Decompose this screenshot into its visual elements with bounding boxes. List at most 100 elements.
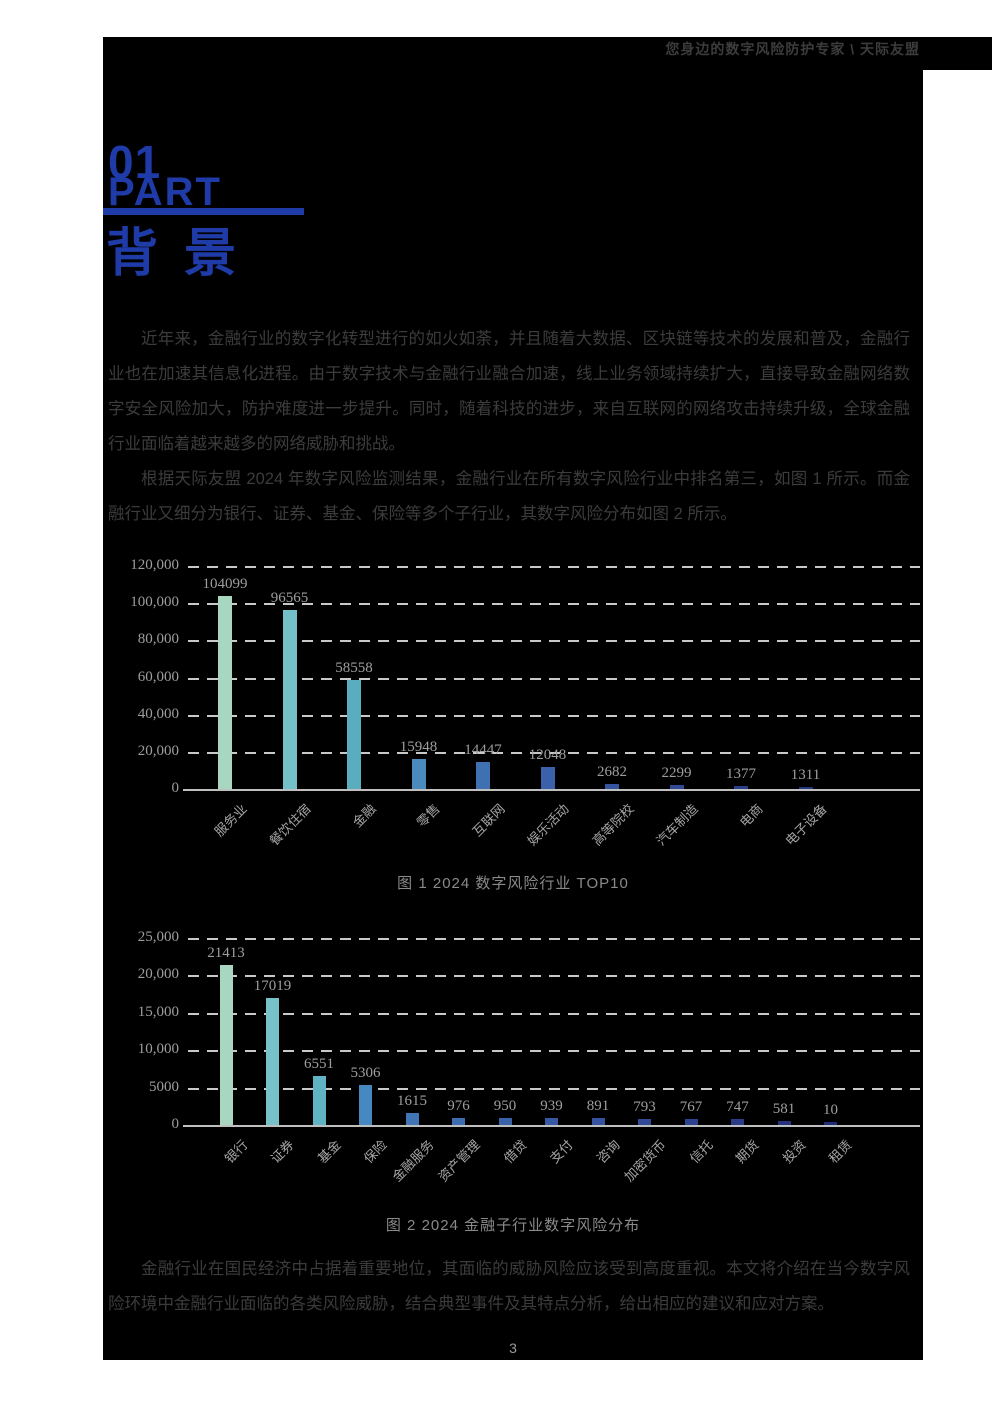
bar-value-label: 793: [633, 1099, 656, 1116]
category-label: 投资: [779, 1137, 809, 1167]
category-label: 保险: [361, 1137, 391, 1167]
bar: [498, 1117, 512, 1125]
category-label: 娱乐活动: [524, 801, 573, 849]
y-tick-label: 60,000: [137, 668, 179, 685]
y-tick-label: 100,000: [130, 594, 179, 611]
category-label: 借贷: [500, 1137, 530, 1167]
category-label: 证券: [268, 1137, 298, 1167]
bar-value-label: 58558: [335, 660, 373, 677]
category-label: 高等院校: [589, 801, 637, 849]
bar: [798, 786, 813, 789]
gridline: [188, 938, 920, 940]
bar: [405, 1112, 419, 1125]
bar-value-label: 96565: [270, 589, 309, 606]
category-label: 餐饮住宿: [266, 801, 315, 849]
y-tick-label: 0: [171, 1116, 180, 1132]
gridline: [188, 1050, 920, 1053]
category-label: 电商: [736, 801, 766, 831]
bar: [452, 1117, 465, 1125]
y-tick-label: 5000: [149, 1078, 179, 1095]
content-background: [103, 37, 923, 1360]
category-label: 服务业: [211, 801, 250, 840]
bar-value-label: 891: [586, 1098, 610, 1115]
category-label: 基金: [314, 1137, 344, 1167]
bar: [638, 1119, 651, 1125]
y-tick-label: 120,000: [130, 557, 179, 573]
y-tick-label: 0: [171, 780, 180, 796]
chart-finance-subindustries-distribution: 25,000 20,000 15,000 10,000 5000 0 21413 银行 1701…: [103, 925, 923, 1212]
bar-value-label: 581: [772, 1100, 796, 1117]
bar: [312, 1075, 326, 1125]
bar: [605, 784, 619, 789]
category-label: 资产管理: [435, 1137, 484, 1185]
bar: [282, 609, 297, 789]
bar-value-label: 14447: [464, 742, 502, 759]
y-tick-label: 20,000: [137, 742, 179, 759]
category-label: 信托: [686, 1137, 716, 1167]
bar: [731, 1119, 744, 1125]
y-tick-label: 10,000: [137, 1041, 179, 1058]
category-label: 汽车制造: [653, 801, 702, 849]
brand-name: 天际友盟: [860, 41, 920, 57]
bar: [266, 997, 279, 1125]
intro-text-block: 近年来，金融行业的数字化转型进行的如火如荼，并且随着大数据、区块链等技术的发展和…: [108, 322, 910, 532]
paragraph-2: 根据天际友盟 2024 年数字风险监测结果，金融行业在所有数字风险行业中排名第三…: [108, 470, 910, 523]
gridline: [188, 566, 920, 568]
bar-value-label: 15948: [399, 739, 438, 756]
gridline: [188, 975, 920, 978]
y-tick-label: 20,000: [137, 966, 179, 983]
category-label: 金融: [349, 801, 379, 831]
bar: [824, 1121, 837, 1125]
section-part-label: PART: [108, 170, 222, 214]
section-title: 背景: [106, 225, 263, 283]
bar: [684, 1119, 698, 1125]
category-label: 电子设备: [782, 801, 831, 849]
figure-1-caption: 图 1 2024 数字风险行业 TOP10: [397, 875, 629, 892]
bar: [545, 1117, 558, 1125]
bar-value-label: 767: [679, 1099, 703, 1116]
bar: [669, 784, 684, 789]
bar-value-label: 950: [493, 1097, 517, 1114]
category-label: 加密货币: [621, 1137, 670, 1185]
axis-line: [183, 789, 920, 791]
bar: [219, 964, 233, 1125]
bar-value-label: 1615: [397, 1092, 427, 1109]
category-label: 期货: [733, 1137, 763, 1167]
category-label: 银行: [221, 1137, 251, 1167]
bar-value-label: 6551: [304, 1055, 334, 1072]
category-label: 租赁: [826, 1137, 856, 1167]
gridline: [188, 1012, 920, 1015]
gridline: [188, 714, 920, 717]
category-label: 互联网: [469, 801, 508, 840]
category-label: 金融服务: [389, 1137, 437, 1185]
category-label: 支付: [547, 1137, 577, 1167]
gridline: [188, 1087, 920, 1090]
outro-text-block: 金融行业在国民经济中占据着重要地位，其面临的威胁风险应该受到高度重视。本文将介绍…: [108, 1252, 910, 1322]
bar-value-label: 17019: [253, 977, 292, 994]
bar-value-label: 747: [726, 1099, 749, 1116]
bar-value-label: 2299: [661, 764, 692, 781]
bar-value-label: 12048: [528, 746, 567, 763]
page-number: 3: [509, 1340, 517, 1356]
figure-2-caption: 图 2 2024 金融子行业数字风险分布: [385, 1217, 641, 1234]
bar: [540, 766, 555, 789]
y-tick-label: 15,000: [137, 1003, 179, 1020]
category-label: 咨询: [593, 1137, 623, 1167]
section-number: 01: [108, 136, 162, 188]
header-band-extension: [923, 37, 992, 70]
bar-value-label: 1377: [726, 766, 756, 783]
gridline: [188, 603, 920, 606]
paragraph-3: 金融行业在国民经济中占据着重要地位，其面临的威胁风险应该受到高度重视。本文将介绍…: [108, 1260, 910, 1313]
bar-value-label: 1311: [790, 766, 821, 783]
y-tick-label: 40,000: [137, 705, 179, 722]
bar-value-label: 976: [447, 1097, 470, 1114]
bar-value-label: 5306: [350, 1065, 381, 1082]
gridline: [188, 640, 920, 643]
bar-value-label: 939: [540, 1097, 563, 1114]
bar: [777, 1120, 791, 1125]
y-tick-label: 25,000: [137, 929, 179, 945]
section-underline: [103, 208, 304, 215]
axis-line: [183, 1125, 920, 1127]
bar-value-label: 10: [823, 1101, 838, 1118]
